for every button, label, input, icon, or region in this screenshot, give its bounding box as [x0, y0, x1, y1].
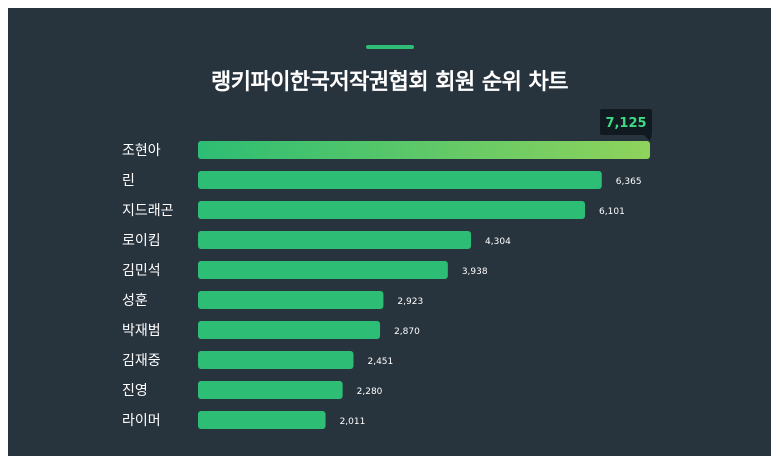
category-label: 로이킴 [122, 233, 161, 249]
category-label: 조현아 [122, 143, 161, 159]
data-label: 2,451 [367, 357, 393, 367]
value-tooltip-pointer [644, 135, 652, 141]
bar [198, 321, 381, 339]
bar [198, 231, 472, 249]
category-label: 지드래곤 [122, 203, 174, 219]
bar [198, 261, 448, 279]
category-label: 성훈 [122, 293, 148, 309]
category-label: 김재중 [122, 353, 161, 369]
category-label: 린 [122, 173, 135, 189]
data-label: 2,870 [394, 327, 420, 337]
data-label: 6,365 [616, 177, 642, 187]
bar [198, 381, 343, 399]
category-label: 박재범 [122, 323, 161, 339]
data-label: 6,101 [599, 207, 625, 217]
category-label: 김민석 [122, 263, 161, 279]
bar [198, 291, 384, 309]
bar [198, 411, 326, 429]
bar [198, 141, 650, 159]
category-label: 라이머 [122, 413, 161, 429]
category-label: 진영 [122, 383, 148, 399]
bar [198, 171, 602, 189]
value-tooltip-box [600, 109, 652, 135]
data-label-top: 7,125 [605, 116, 646, 131]
chart-card: 랭키파이한국저작권협회 회원 순위 차트 조현아 7,125 린 6,365 지드래곤 6… [8, 8, 771, 456]
chart-title: 랭키파이한국저작권협회 회원 순위 차트 [210, 70, 569, 95]
data-label: 2,011 [340, 417, 366, 427]
data-label: 2,923 [397, 297, 423, 307]
bar-chart: 조현아 7,125 린 6,365 지드래곤 6,101 로이킴 4,304 김민석 3,938 성… [122, 109, 652, 429]
data-label: 2,280 [357, 387, 383, 397]
bar [198, 201, 586, 219]
title-accent-line [366, 45, 414, 49]
bar [198, 351, 354, 369]
data-label: 3,938 [462, 267, 488, 277]
data-label: 4,304 [485, 237, 511, 247]
